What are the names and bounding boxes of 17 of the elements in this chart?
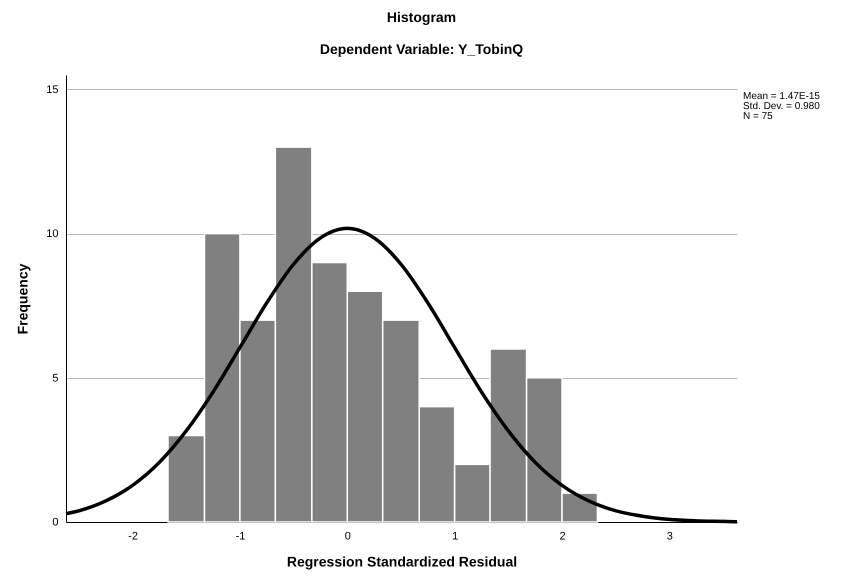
chart-title: Histogram: [386, 9, 456, 25]
text: Mean = 1.47E-15: [743, 91, 820, 102]
y-tick-label: 5: [52, 372, 58, 384]
text: N = 75: [743, 111, 774, 122]
y-tick-label: 0: [52, 516, 58, 528]
x-tick-label: 3: [666, 530, 673, 542]
x-tick-label: 2: [559, 530, 566, 542]
text: Std. Dev. = 0.980: [743, 101, 820, 112]
y-tick-label: 15: [46, 84, 58, 96]
x-tick-label: 1: [452, 530, 458, 542]
y-tick-label: 10: [46, 228, 58, 240]
x-tick-label: -2: [128, 530, 138, 542]
x-tick-label: 0: [344, 530, 351, 542]
chart-subtitle: Dependent Variable: Y_TobinQ: [320, 41, 524, 57]
x-tick-label: -1: [236, 530, 246, 542]
x-axis-title: Regression Standardized Residual: [286, 554, 518, 570]
y-axis-title: Frequency: [14, 263, 30, 334]
